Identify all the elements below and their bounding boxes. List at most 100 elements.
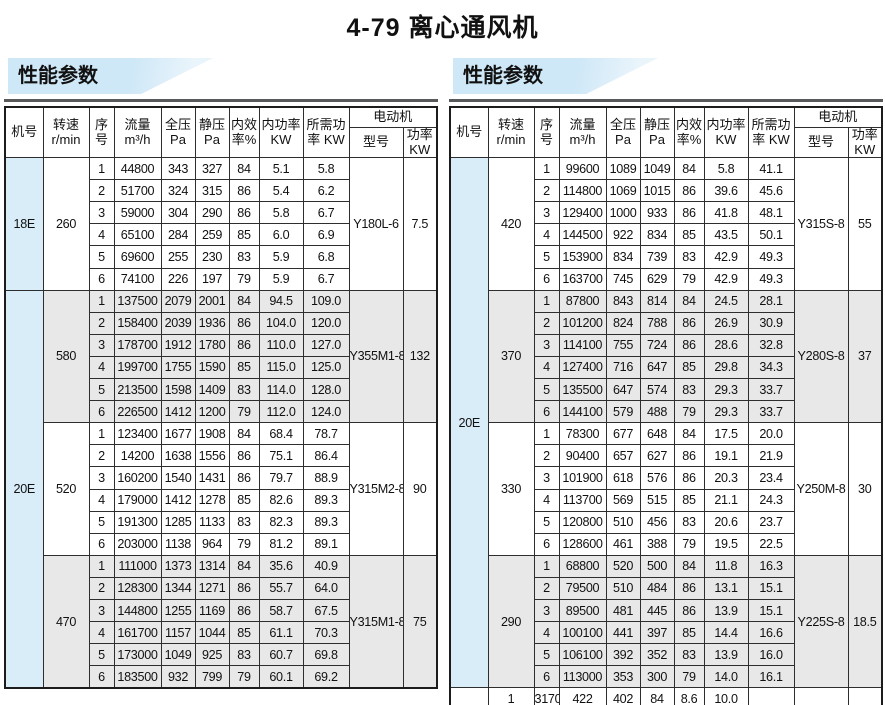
- performance-section-right: 性能参数 机号 转速 r/min 序号 流量 m³/h 全压 Pa: [449, 58, 884, 705]
- cell-motor-model: Y315M2-8: [348, 422, 404, 556]
- cell-required-power: 48.1: [747, 201, 795, 225]
- table-row: 5 191300 1285 1133 83 82.3 89.3: [5, 510, 437, 534]
- cell-total-pressure: 481: [605, 598, 641, 623]
- cell-required-power: 6.8: [302, 245, 350, 269]
- cell-flow: 144100: [558, 400, 607, 424]
- cell-internal-power: 82.3: [258, 510, 304, 534]
- cell-static-pressure: 2001: [194, 289, 230, 313]
- table-row: 3 129400 1000 933 86 41.8 48.1: [450, 201, 882, 225]
- cell-total-pressure: 824: [605, 311, 641, 335]
- cell-speed: 260: [42, 157, 90, 291]
- cell-efficiency: 86: [228, 598, 260, 623]
- table-row: 5 153900 834 739 83 42.9 49.3: [450, 245, 882, 269]
- cell-efficiency: 79: [228, 532, 260, 556]
- cell-static-pressure: 1780: [194, 333, 230, 357]
- cell-efficiency: 79: [673, 665, 705, 689]
- col-header-efficiency: 内效 率%: [228, 106, 260, 159]
- cell-static-pressure: 1133: [194, 510, 230, 534]
- cell-required-power: 49.3: [747, 245, 795, 269]
- cell-efficiency: 85: [673, 488, 705, 512]
- cell-internal-power: 28.6: [703, 333, 749, 357]
- table-row: 20E 580 1 137500 2079 2001 84 94.5 109.0 Y355M1-8…: [4, 289, 438, 689]
- cell-static-pressure: 964: [194, 532, 230, 556]
- table-row: 520 1 123400 1677 1908 84 68.4 78.7 Y315M2-8 90: [5, 422, 438, 556]
- table-body: 20E 420 1 99600 1089 1049 84 5.8 41.1 Y315S-8 55 2 1…: [449, 157, 883, 705]
- cell-total-pressure: 1598: [160, 378, 196, 402]
- cell-efficiency: 83: [228, 643, 260, 667]
- cell-flow: 113700: [558, 488, 607, 512]
- cell-internal-power: 58.7: [258, 598, 304, 623]
- cell-static-pressure: 834: [639, 223, 675, 247]
- cell-seq: 5: [88, 245, 115, 269]
- cell-total-pressure: 755: [605, 333, 641, 357]
- cell-seq: 6: [533, 267, 560, 291]
- cell-required-power: 16.1: [747, 665, 795, 689]
- cell-efficiency: 79: [228, 665, 260, 689]
- cell-total-pressure: 284: [160, 223, 196, 247]
- cell-flow: 114800: [558, 179, 607, 203]
- cell-motor-power: 132: [402, 289, 438, 424]
- cell-static-pressure: 300: [639, 665, 675, 689]
- cell-total-pressure: 1540: [160, 466, 196, 490]
- cell-static-pressure: 648: [639, 422, 675, 446]
- cell-static-pressure: 1278: [194, 488, 230, 512]
- table-row: 5 135500 647 574 83 29.3 33.7: [450, 378, 882, 402]
- cell-flow: 31700: [533, 687, 560, 705]
- cell-efficiency: 83: [673, 378, 705, 402]
- cell-static-pressure: 1314: [194, 554, 230, 578]
- cell-static-pressure: 925: [194, 643, 230, 667]
- cell-efficiency: 85: [228, 223, 260, 247]
- cell-static-pressure: 290: [194, 201, 230, 225]
- cell-efficiency: 83: [673, 643, 705, 667]
- cell-internal-power: 43.5: [703, 223, 749, 247]
- cell-required-power: 16.3: [747, 554, 795, 578]
- cell-seq: 6: [88, 400, 115, 424]
- cell-seq: 5: [88, 643, 115, 667]
- col-header-seq: 序号: [533, 106, 560, 159]
- cell-internal-power: 110.0: [258, 333, 304, 357]
- cell-flow: 106100: [558, 643, 607, 667]
- table-body: 18E 260 1 44800 343 327 84 5.1 5.8 Y180L-6 7.5 2 517…: [4, 157, 438, 689]
- table-row: 2 90400 657 627 86 19.1 21.9: [450, 444, 882, 468]
- cell-required-power: 125.0: [302, 355, 350, 380]
- cell-static-pressure: 327: [194, 157, 230, 181]
- cell-seq: 1: [533, 422, 560, 446]
- table-row: 6 163700 745 629 79 42.9 49.3: [450, 267, 882, 291]
- cell-efficiency: 79: [673, 532, 705, 556]
- cell-static-pressure: 1908: [194, 422, 230, 446]
- cell-internal-power: 112.0: [258, 400, 304, 424]
- cell-static-pressure: 1431: [194, 466, 230, 490]
- cell-static-pressure: 1409: [194, 378, 230, 402]
- cell-required-power: 34.3: [747, 355, 795, 380]
- col-header-motor-power: 功率 KW: [847, 126, 883, 159]
- cell-flow: 161700: [113, 621, 162, 645]
- cell-seq: 1: [88, 289, 115, 313]
- cell-internal-power: 115.0: [258, 355, 304, 380]
- cell-motor-power: 15: [793, 687, 849, 705]
- cell-seq: 1: [88, 422, 115, 446]
- cell-required-power: 124.0: [302, 400, 350, 424]
- cell-flow: 101200: [558, 311, 607, 335]
- cell-flow: 191300: [113, 510, 162, 534]
- cell-static-pressure: 574: [639, 378, 675, 402]
- cell-motor-model: Y180L-6: [348, 157, 404, 291]
- cell-flow: 123400: [113, 422, 162, 446]
- cell-static-pressure: 1049: [639, 157, 675, 181]
- col-header-motor-model: 型号: [348, 126, 404, 159]
- cell-flow: 128300: [113, 576, 162, 600]
- cell-seq: 5: [533, 643, 560, 667]
- col-header-static-pressure: 静压 Pa: [194, 106, 230, 159]
- cell-required-power: 22.5: [747, 532, 795, 556]
- cell-required-power: 69.2: [302, 665, 350, 689]
- cell-static-pressure: 456: [639, 510, 675, 534]
- cell-required-power: 5.8: [302, 157, 350, 181]
- cell-total-pressure: 618: [605, 466, 641, 490]
- cell-efficiency: 85: [673, 621, 705, 645]
- cell-motor-model: Y225S-8: [793, 554, 849, 689]
- cell-flow: 203000: [113, 532, 162, 556]
- cell-static-pressure: 1271: [194, 576, 230, 600]
- cell-internal-power: 14.0: [703, 665, 749, 689]
- cell-flow: 226500: [113, 400, 162, 424]
- cell-required-power: 33.7: [747, 378, 795, 402]
- cell-total-pressure: 510: [605, 510, 641, 534]
